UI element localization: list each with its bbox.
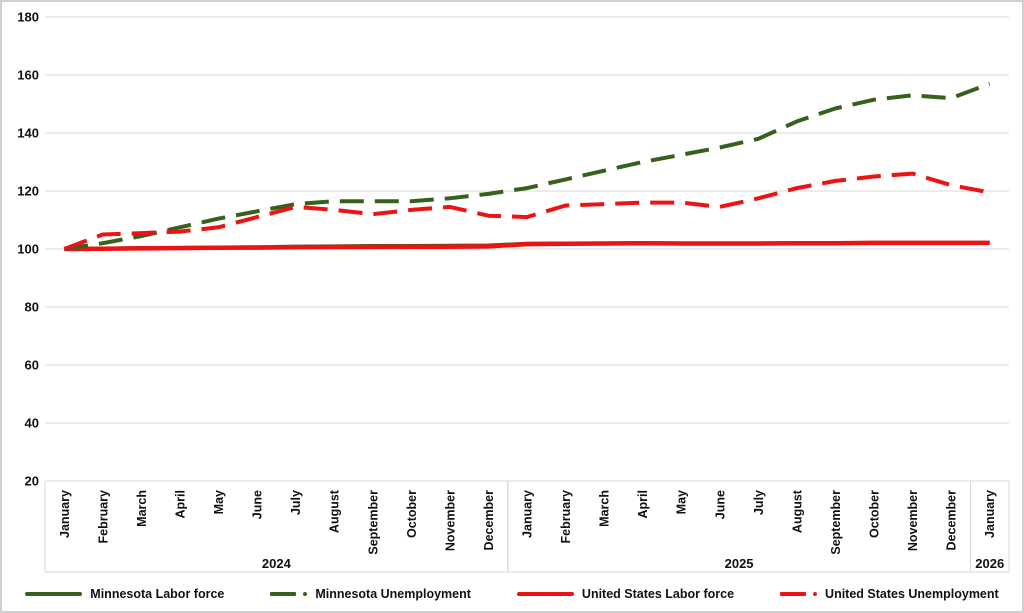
- month-label: June: [251, 490, 265, 519]
- y-tick-label: 160: [17, 68, 39, 83]
- solid-line-icon: [25, 592, 83, 596]
- month-label: August: [790, 489, 804, 533]
- month-label: December: [945, 490, 959, 551]
- month-label: January: [521, 490, 535, 538]
- year-label-2026: 2026: [975, 556, 1004, 571]
- y-tick-label: 120: [17, 184, 39, 199]
- chart-legend: Minnesota Labor force Minnesota Unemploym…: [2, 580, 1022, 608]
- line-chart: 180 160 140 120 100 80 60 40 20 January February Ma…: [17, 10, 1010, 573]
- month-label: September: [829, 490, 843, 555]
- y-tick-label: 40: [25, 416, 39, 431]
- month-label: April: [173, 490, 187, 518]
- y-tick-label: 60: [25, 358, 39, 373]
- y-tick-label: 140: [17, 126, 39, 141]
- month-label: December: [482, 490, 496, 551]
- series-line-minnesota-unemployment: [64, 81, 991, 251]
- legend-label: United States Unemployment: [825, 587, 999, 601]
- month-label: November: [443, 490, 457, 551]
- month-label: June: [713, 490, 727, 519]
- month-label: November: [906, 490, 920, 551]
- year-label-2024: 2024: [262, 556, 292, 571]
- series-line-united-states-unemployment: [63, 171, 991, 251]
- month-label: January: [58, 490, 72, 538]
- month-label: July: [752, 490, 766, 515]
- dash-dot-line-icon: [780, 592, 818, 596]
- month-label: October: [868, 490, 882, 538]
- dash-dot-line-icon: [270, 592, 308, 596]
- month-label: February: [559, 490, 573, 544]
- legend-label: Minnesota Unemployment: [315, 587, 471, 601]
- legend-item-minnesota-labor-force: Minnesota Labor force: [25, 587, 224, 601]
- solid-line-icon: [516, 592, 574, 596]
- y-tick-label: 20: [25, 474, 39, 489]
- month-label: May: [675, 490, 689, 514]
- legend-label: United States Labor force: [581, 587, 735, 601]
- series-line-united-states-labor-force: [64, 240, 990, 252]
- month-label: April: [636, 490, 650, 518]
- month-label: September: [366, 490, 380, 555]
- legend-item-united-states-labor-force: United States Labor force: [516, 587, 735, 601]
- month-label: October: [405, 490, 419, 538]
- legend-item-united-states-unemployment: United States Unemployment: [780, 587, 999, 601]
- year-label-2025: 2025: [725, 556, 754, 571]
- month-label: July: [289, 490, 303, 515]
- month-label: February: [96, 490, 110, 544]
- legend-label: Minnesota Labor force: [90, 587, 225, 601]
- legend-item-minnesota-unemployment: Minnesota Unemployment: [270, 587, 471, 601]
- y-tick-label: 100: [17, 242, 39, 257]
- month-label: January: [983, 490, 997, 538]
- y-tick-label: 180: [17, 10, 39, 25]
- month-label: August: [328, 489, 342, 533]
- month-label: March: [598, 490, 612, 527]
- month-label: March: [135, 490, 149, 527]
- month-label: May: [212, 490, 226, 514]
- y-tick-label: 80: [25, 300, 39, 315]
